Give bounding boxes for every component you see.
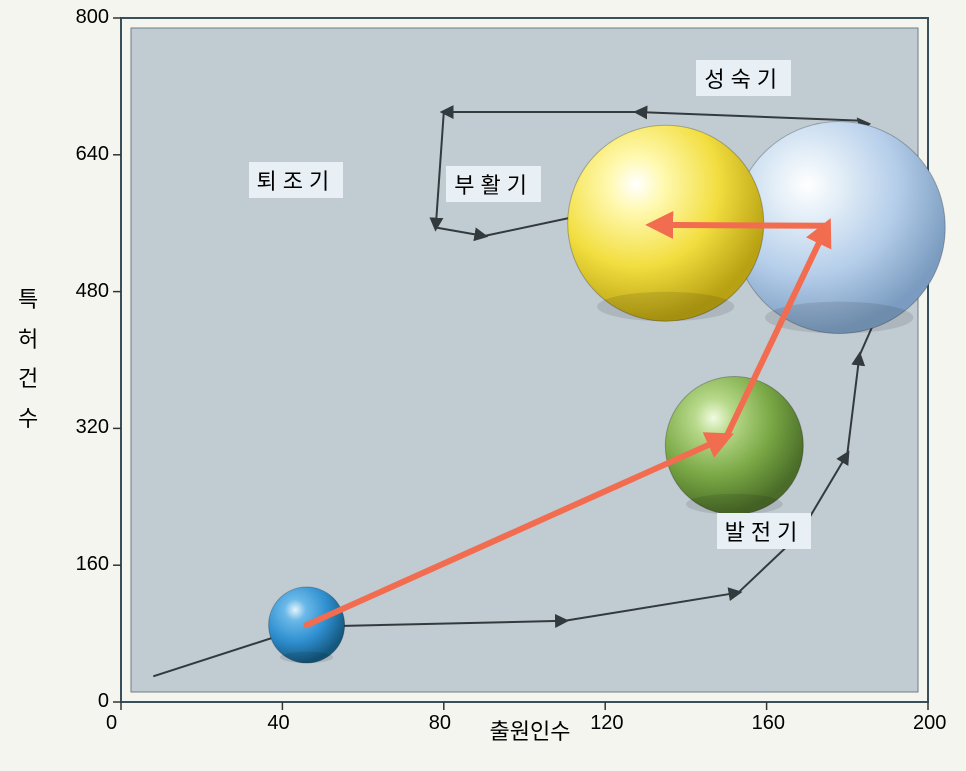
x-tick: 200 — [913, 712, 946, 735]
x-tick: 120 — [590, 712, 623, 735]
bubble-chart: 특허건수 출원인수 0 40 80 120 160 200 0 160 320 480 640 800… — [0, 0, 966, 771]
stage-label: 발전기 — [717, 513, 812, 549]
stage-label: 퇴조기 — [249, 162, 344, 198]
x-axis-label: 출원인수 — [490, 714, 571, 746]
chart-svg — [0, 0, 966, 771]
y-axis-label: 특허건수 — [18, 280, 42, 438]
stage-label: 부활기 — [446, 166, 541, 202]
y-tick: 480 — [76, 280, 109, 303]
y-tick: 160 — [76, 553, 109, 576]
y-tick: 320 — [76, 416, 109, 439]
y-tick: 0 — [98, 690, 109, 713]
y-tick: 640 — [76, 143, 109, 166]
x-tick: 0 — [106, 712, 117, 735]
x-tick: 40 — [267, 712, 289, 735]
stage-label: 성숙기 — [696, 60, 791, 96]
y-tick: 800 — [76, 6, 109, 29]
x-tick: 80 — [429, 712, 451, 735]
x-tick: 160 — [752, 712, 785, 735]
